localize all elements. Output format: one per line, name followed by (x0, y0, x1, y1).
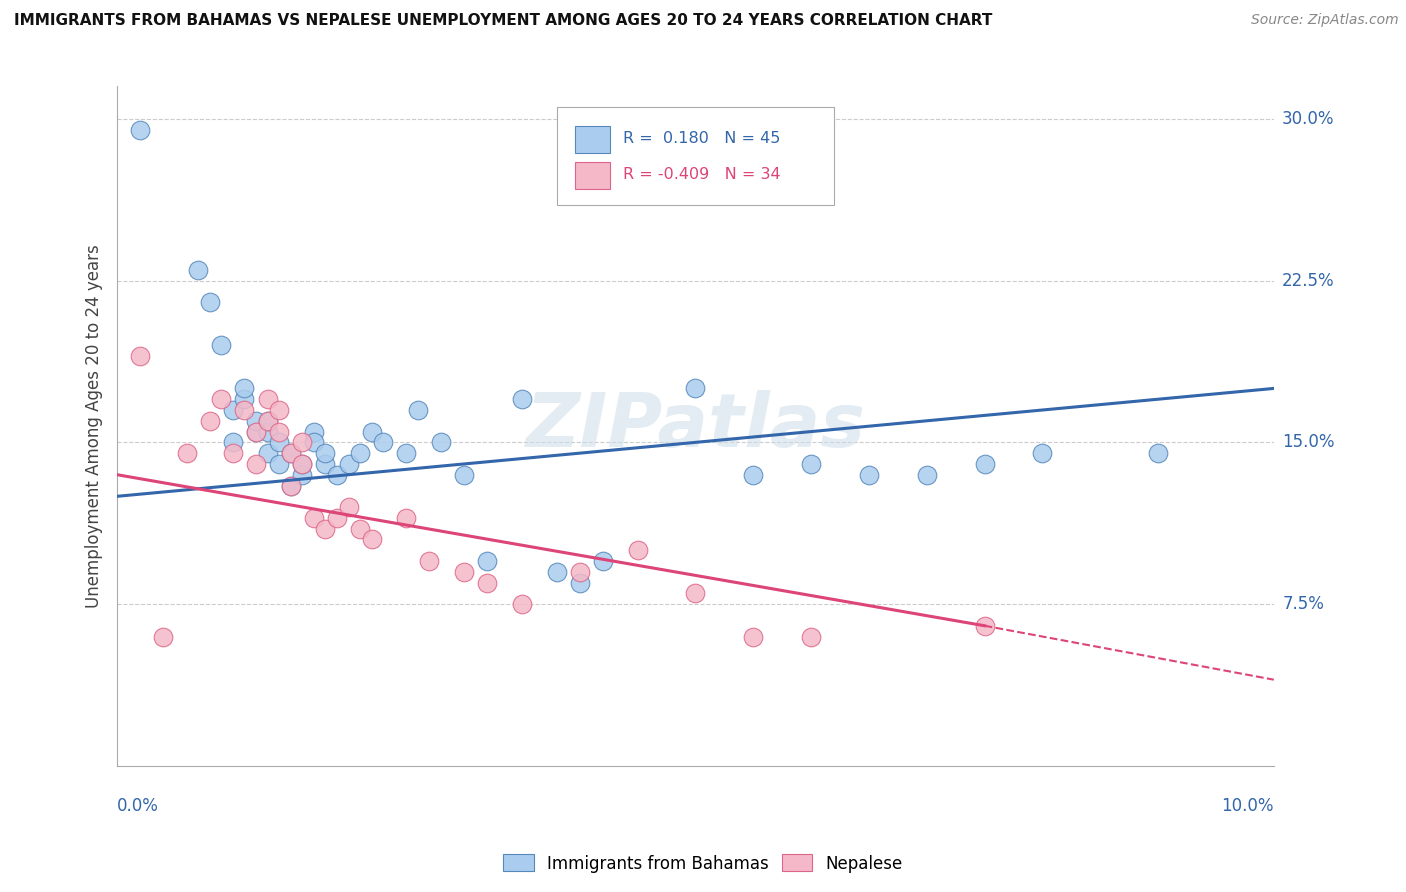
Text: 7.5%: 7.5% (1282, 595, 1324, 613)
Point (915, 467, 938, 482)
Point (742, 467, 765, 482)
Point (222, 403, 245, 417)
Point (245, 414, 267, 428)
Point (477, 554, 499, 568)
Text: Source: ZipAtlas.com: Source: ZipAtlas.com (1251, 13, 1399, 28)
Point (233, 381, 256, 395)
Point (1031, 446, 1053, 460)
Point (800, 457, 823, 471)
Point (291, 467, 314, 482)
Point (568, 575, 591, 590)
Point (209, 392, 232, 407)
Point (269, 435, 291, 450)
Point (176, 446, 198, 460)
Point (245, 425, 267, 439)
Point (360, 425, 382, 439)
Point (245, 425, 267, 439)
Point (627, 543, 650, 558)
Point (453, 565, 475, 579)
Point (302, 511, 325, 525)
Point (269, 457, 291, 471)
Point (546, 565, 568, 579)
Point (198, 414, 221, 428)
Point (373, 435, 395, 450)
Point (349, 522, 371, 536)
Point (742, 630, 765, 644)
Point (256, 425, 278, 439)
Point (685, 381, 707, 395)
Point (800, 630, 823, 644)
Point (314, 522, 336, 536)
Point (453, 467, 475, 482)
Point (395, 446, 418, 460)
Point (233, 392, 256, 407)
Point (222, 446, 245, 460)
Point (592, 554, 614, 568)
Point (302, 435, 325, 450)
Point (187, 262, 209, 277)
Point (326, 511, 349, 525)
Point (245, 457, 267, 471)
Point (291, 457, 314, 471)
Point (269, 403, 291, 417)
Point (256, 414, 278, 428)
Point (198, 295, 221, 310)
Point (406, 403, 429, 417)
Text: 10.0%: 10.0% (1222, 797, 1274, 814)
Text: ZIPatlas: ZIPatlas (526, 390, 866, 463)
Point (314, 446, 336, 460)
Point (256, 414, 278, 428)
Text: 15.0%: 15.0% (1282, 434, 1334, 451)
Point (337, 500, 360, 514)
FancyBboxPatch shape (557, 107, 834, 205)
Point (395, 511, 418, 525)
Point (337, 457, 360, 471)
Point (291, 435, 314, 450)
Point (568, 565, 591, 579)
Text: R = -0.409   N = 34: R = -0.409 N = 34 (623, 167, 780, 182)
Point (326, 467, 349, 482)
Point (360, 533, 382, 547)
Point (256, 446, 278, 460)
Point (973, 457, 995, 471)
Text: 0.0%: 0.0% (117, 797, 159, 814)
Point (510, 597, 533, 611)
Point (477, 575, 499, 590)
Point (269, 425, 291, 439)
Point (280, 478, 302, 492)
Point (349, 446, 371, 460)
Point (280, 446, 302, 460)
Point (280, 478, 302, 492)
Point (685, 586, 707, 600)
Point (280, 446, 302, 460)
Point (152, 630, 174, 644)
Text: R =  0.180   N = 45: R = 0.180 N = 45 (623, 130, 780, 145)
Text: 30.0%: 30.0% (1282, 110, 1334, 128)
FancyBboxPatch shape (575, 126, 610, 153)
Point (858, 467, 880, 482)
Point (418, 554, 440, 568)
Point (1147, 446, 1170, 460)
FancyBboxPatch shape (575, 161, 610, 189)
Point (314, 457, 336, 471)
Point (430, 435, 453, 450)
Legend: Immigrants from Bahamas, Nepalese: Immigrants from Bahamas, Nepalese (496, 847, 910, 880)
Point (209, 338, 232, 352)
Point (222, 435, 245, 450)
Text: 22.5%: 22.5% (1282, 271, 1334, 290)
Point (291, 457, 314, 471)
Point (973, 619, 995, 633)
Point (256, 392, 278, 407)
Y-axis label: Unemployment Among Ages 20 to 24 years: Unemployment Among Ages 20 to 24 years (86, 244, 103, 608)
Point (302, 425, 325, 439)
Point (129, 122, 152, 136)
Point (233, 403, 256, 417)
Text: IMMIGRANTS FROM BAHAMAS VS NEPALESE UNEMPLOYMENT AMONG AGES 20 TO 24 YEARS CORRE: IMMIGRANTS FROM BAHAMAS VS NEPALESE UNEM… (14, 13, 993, 29)
Point (129, 349, 152, 363)
Point (510, 392, 533, 407)
